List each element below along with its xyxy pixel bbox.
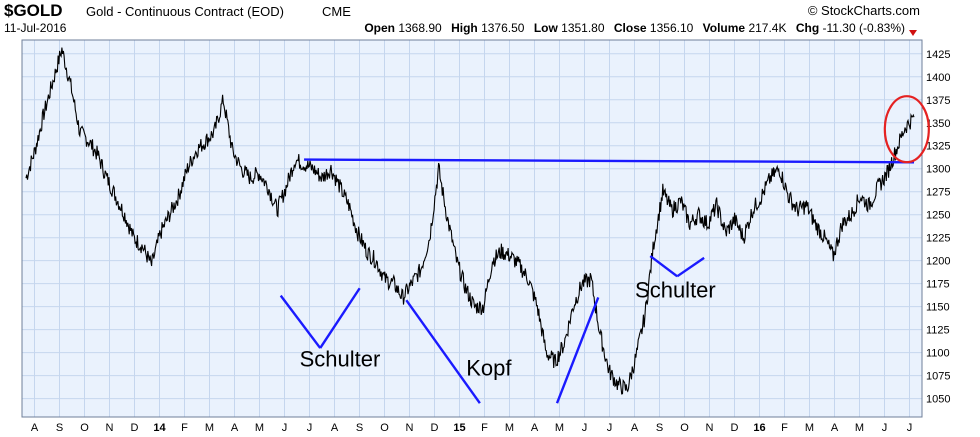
x-tick-label: F	[181, 422, 188, 434]
x-tick-label: J	[282, 422, 288, 434]
stat-low-value: 1351.80	[561, 21, 605, 35]
price-stats: Open 1368.90 High 1376.50 Low 1351.80 Cl…	[364, 21, 905, 35]
x-tick-label: J	[907, 422, 913, 434]
plot-background	[21, 39, 923, 418]
trend-line	[555, 297, 600, 404]
chart-date: 11-Jul-2016	[4, 21, 67, 35]
plot-frame	[21, 39, 923, 418]
y-tick-label: 1075	[926, 371, 950, 383]
x-tick-label: S	[356, 422, 363, 434]
trend-line	[405, 299, 481, 404]
highlight-circle	[883, 95, 930, 164]
y-tick-label: 1175	[926, 279, 950, 291]
x-tick-label: D	[131, 422, 139, 434]
x-tick-label: A	[531, 422, 539, 434]
price-line	[25, 47, 915, 395]
y-tick-label: 1250	[926, 210, 950, 222]
x-tick-label: J	[307, 422, 313, 434]
x-tick-label: A	[831, 422, 839, 434]
source-watermark: © StockCharts.com	[808, 3, 920, 18]
stat-close-label: Close	[614, 21, 647, 35]
y-tick-label: 1325	[926, 141, 950, 153]
stat-low-label: Low	[534, 21, 559, 35]
x-tick-label: D	[731, 422, 739, 434]
stat-high-value: 1376.50	[481, 21, 525, 35]
x-tick-label: J	[882, 422, 888, 434]
x-tick-label: A	[31, 422, 39, 434]
x-tick-label: N	[706, 422, 714, 434]
x-tick-label: S	[56, 422, 63, 434]
y-tick-label: 1150	[926, 302, 950, 314]
x-tick-label: 15	[453, 422, 465, 434]
x-tick-label: A	[231, 422, 239, 434]
chart-exchange: CME	[322, 4, 351, 19]
x-tick-label: O	[380, 422, 389, 434]
y-tick-label: 1400	[926, 72, 950, 84]
x-tick-label: F	[781, 422, 788, 434]
x-tick-label: D	[431, 422, 439, 434]
stat-volume-label: Volume	[703, 21, 746, 35]
x-tick-label: S	[656, 422, 663, 434]
y-tick-label: 1050	[926, 394, 950, 406]
x-tick-label: M	[255, 422, 264, 434]
y-tick-label: 1225	[926, 233, 950, 245]
y-tick-label: 1100	[926, 348, 950, 360]
x-tick-label: O	[80, 422, 89, 434]
plot-area: A S O N D 14 F M A M J J A S O N D 15 F M A M J J A S O N D 16 F M A M J J 1…	[21, 39, 950, 434]
x-tick-label: A	[331, 422, 339, 434]
x-tick-label: M	[555, 422, 564, 434]
y-tick-label: 1375	[926, 95, 950, 107]
x-tick-label: N	[406, 422, 414, 434]
stat-volume-value: 217.4K	[748, 21, 786, 35]
x-tick-label: J	[607, 422, 613, 434]
x-tick-label: O	[680, 422, 689, 434]
stat-open-value: 1368.90	[398, 21, 442, 35]
x-tick-label: J	[582, 422, 588, 434]
pattern-label: Schulter	[635, 277, 716, 302]
trend-line	[279, 294, 322, 349]
stat-chg-value: -11.30 (-0.83%)	[823, 21, 905, 35]
stat-close-value: 1356.10	[650, 21, 694, 35]
y-tick-label: 1300	[926, 164, 950, 176]
chart-title: Gold - Continuous Contract (EOD)	[86, 4, 284, 19]
change-down-arrow-icon	[909, 30, 917, 36]
pattern-label: Schulter	[300, 346, 381, 371]
stat-open-label: Open	[364, 21, 395, 35]
y-tick-label: 1125	[926, 325, 950, 337]
y-tick-label: 1275	[926, 187, 950, 199]
x-tick-label: 16	[753, 422, 765, 434]
y-tick-label: 1200	[926, 256, 950, 268]
y-tick-label: 1425	[926, 49, 950, 61]
trend-line	[676, 256, 705, 278]
chart-symbol: $GOLD	[4, 1, 63, 20]
x-tick-label: M	[805, 422, 814, 434]
x-tick-label: M	[205, 422, 214, 434]
stat-high-label: High	[451, 21, 478, 35]
trend-line	[304, 158, 915, 164]
x-tick-label: M	[855, 422, 864, 434]
pattern-label: Kopf	[466, 356, 512, 381]
trend-line	[319, 287, 361, 349]
x-tick-label: 14	[153, 422, 166, 434]
x-tick-label: N	[106, 422, 114, 434]
trend-line	[649, 255, 678, 278]
x-tick-label: M	[505, 422, 514, 434]
stat-chg-label: Chg	[796, 21, 819, 35]
x-tick-label: F	[481, 422, 488, 434]
x-tick-label: A	[631, 422, 639, 434]
y-tick-label: 1350	[926, 118, 950, 130]
